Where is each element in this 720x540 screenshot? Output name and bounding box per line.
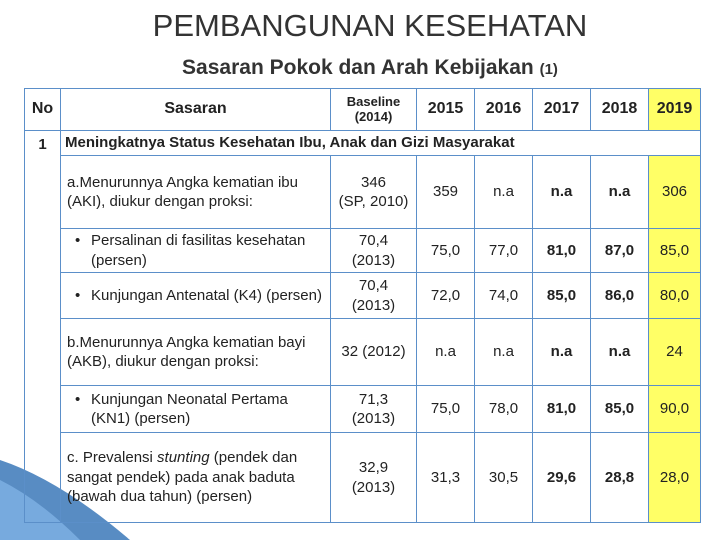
column-header: 2017 — [532, 88, 591, 131]
row-label: b.Menurunnya Angka kematian bayi (AKB), … — [60, 318, 331, 386]
value-cell: 87,0 — [590, 228, 649, 273]
baseline-cell: 32 (2012) — [330, 318, 417, 386]
value-cell: 28,0 — [648, 432, 701, 523]
value-cell: 85,0 — [532, 272, 591, 319]
value-cell: 85,0 — [590, 385, 649, 433]
label-part: (pendek dan sangat pendek) pada anak bad… — [67, 449, 298, 506]
table: No Sasaran Baseline (2014) 2015 2016 2017 2018… — [24, 88, 701, 523]
value-cell: 81,0 — [532, 228, 591, 273]
value-cell: 359 — [416, 155, 475, 229]
baseline-cell: 70,4 (2013) — [330, 272, 417, 319]
label-part: c. Prevalensi — [67, 449, 158, 467]
value-cell: 74,0 — [474, 272, 533, 319]
value-cell: 306 — [648, 155, 701, 229]
value-cell: n.a — [474, 155, 533, 229]
value-cell: n.a — [532, 155, 591, 229]
row-label: c. Prevalensi stunting (pendek dan sanga… — [60, 432, 331, 523]
baseline-cell: 32,9 (2013) — [330, 432, 417, 523]
column-header: Sasaran — [60, 88, 331, 131]
value-cell: 24 — [648, 318, 701, 386]
data-row: Persalinan di fasilitas kesehatan (perse… — [25, 228, 701, 273]
value-cell: 31,3 — [416, 432, 475, 523]
header-row: No Sasaran Baseline (2014) 2015 2016 2017 2018… — [24, 88, 701, 131]
column-header: 2018 — [590, 88, 649, 131]
column-header: Baseline (2014) — [330, 88, 417, 131]
value-cell: n.a — [590, 155, 649, 229]
group-row: 1 Meningkatnya Status Kesehatan Ibu, Anak… — [24, 130, 701, 523]
value-cell: 85,0 — [648, 228, 701, 273]
column-header: 2016 — [474, 88, 533, 131]
value-cell: n.a — [532, 318, 591, 386]
subtitle-text: Sasaran Pokok dan Arah Kebijakan — [182, 56, 534, 79]
title: PEMBANGUNAN KESEHATAN — [152, 8, 588, 43]
baseline-cell: 71,3 (2013) — [330, 385, 417, 433]
subtitle: Sasaran Pokok dan Arah Kebijakan (1) — [0, 56, 720, 80]
row-label: Persalinan di fasilitas kesehatan (perse… — [60, 228, 331, 273]
row-number: 1 — [24, 130, 61, 523]
value-cell: 77,0 — [474, 228, 533, 273]
value-cell: n.a — [590, 318, 649, 386]
value-cell: 29,6 — [532, 432, 591, 523]
data-row: a.Menurunnya Angka kematian ibu (AKI), d… — [25, 155, 701, 229]
row-label: Kunjungan Neonatal Pertama (KN1) (persen… — [60, 385, 331, 433]
value-cell: 80,0 — [648, 272, 701, 319]
subtitle-note: (1) — [539, 61, 558, 78]
value-cell: n.a — [474, 318, 533, 386]
baseline-cell: 70,4 (2013) — [330, 228, 417, 273]
value-cell: 90,0 — [648, 385, 701, 433]
value-cell: 86,0 — [590, 272, 649, 319]
column-header: 2015 — [416, 88, 475, 131]
row-label: a.Menurunnya Angka kematian ibu (AKI), d… — [60, 155, 331, 229]
column-header: 2019 — [648, 88, 701, 131]
value-cell: 75,0 — [416, 385, 475, 433]
value-cell: 78,0 — [474, 385, 533, 433]
data-row: b.Menurunnya Angka kematian bayi (AKB), … — [25, 318, 701, 386]
group-label: Meningkatnya Status Kesehatan Ibu, Anak … — [60, 130, 701, 156]
value-cell: n.a — [416, 318, 475, 386]
value-cell: 28,8 — [590, 432, 649, 523]
baseline-cell: 346 (SP, 2010) — [330, 155, 417, 229]
label-part: stunting — [157, 449, 210, 467]
value-cell: 81,0 — [532, 385, 591, 433]
value-cell: 30,5 — [474, 432, 533, 523]
column-header: No — [24, 88, 61, 131]
data-row: Kunjungan Antenatal (K4) (persen)70,4 (2… — [25, 272, 701, 319]
value-cell: 75,0 — [416, 228, 475, 273]
value-cell: 72,0 — [416, 272, 475, 319]
data-row: c. Prevalensi stunting (pendek dan sanga… — [25, 432, 701, 523]
data-row: Kunjungan Neonatal Pertama (KN1) (persen… — [25, 385, 701, 433]
row-label: Kunjungan Antenatal (K4) (persen) — [60, 272, 331, 319]
